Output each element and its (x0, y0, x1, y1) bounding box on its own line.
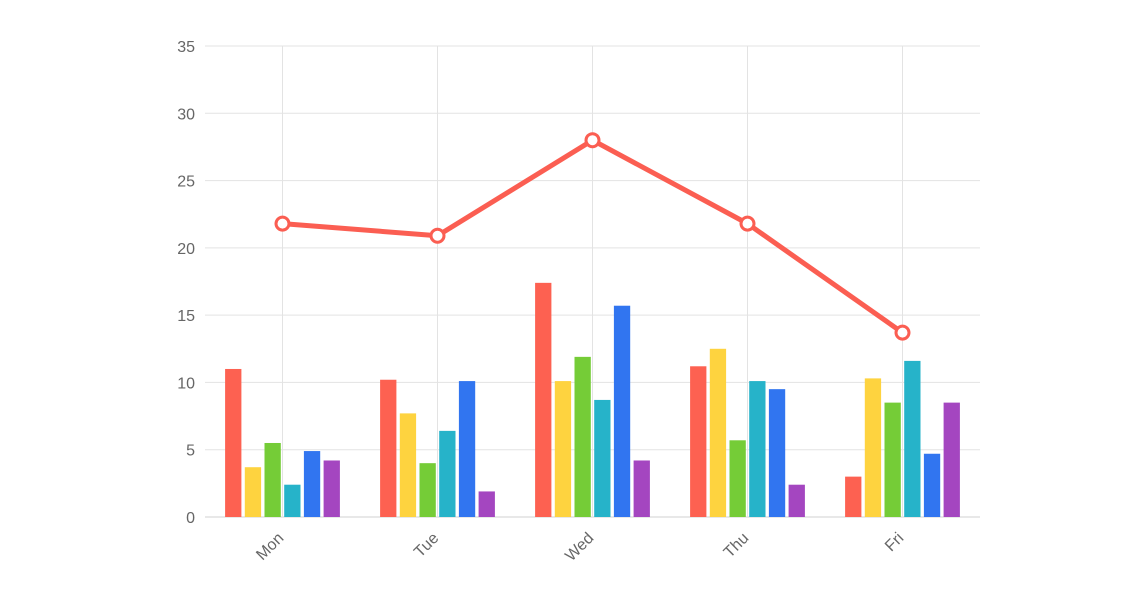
y-tick-label: 0 (186, 510, 195, 527)
bar (788, 484, 805, 517)
bar (439, 430, 456, 517)
y-tick-label: 25 (177, 174, 195, 191)
y-tick-label: 5 (186, 443, 195, 460)
line-point (584, 132, 601, 149)
line-point (429, 227, 446, 244)
y-tick-label: 20 (177, 241, 195, 258)
grid-lines (205, 45, 980, 518)
x-tick-label: Mon (253, 530, 287, 564)
bar (864, 378, 882, 517)
y-tick-label: 10 (177, 375, 195, 392)
bar (904, 360, 921, 517)
bar (535, 282, 552, 517)
bar (419, 463, 436, 517)
x-tick-label: Wed (562, 530, 597, 565)
y-axis-tick-labels: 0 5 10 15 20 25 30 35 (177, 39, 195, 527)
bar (303, 451, 321, 517)
y-tick-label: 15 (177, 308, 195, 325)
bar (845, 476, 862, 517)
x-tick-label: Thu (721, 530, 753, 562)
bar (749, 381, 766, 517)
bar (399, 413, 417, 517)
bar (729, 440, 746, 517)
y-tick-label: 30 (177, 106, 195, 123)
x-axis-tick-labels: Mon Tue Wed Thu Fri (253, 530, 907, 565)
bar (613, 305, 631, 517)
bar (884, 402, 901, 517)
bar (594, 399, 611, 517)
bar-series-group (225, 282, 960, 517)
line-series-group (274, 132, 911, 341)
bar (284, 484, 301, 517)
x-tick-label: Tue (411, 530, 442, 561)
bar (554, 381, 572, 517)
bar (323, 460, 340, 517)
bar (923, 453, 941, 517)
bar (458, 381, 476, 517)
bar (225, 368, 242, 517)
line-point (739, 215, 756, 232)
bar (574, 356, 591, 517)
line-point (894, 324, 911, 341)
line-point (274, 215, 291, 232)
bar (943, 402, 960, 517)
bar (768, 389, 786, 517)
bar (264, 442, 281, 517)
bar (380, 379, 397, 517)
bar (690, 366, 707, 517)
bar (244, 467, 262, 517)
bar (478, 491, 495, 517)
bar (633, 460, 650, 517)
bar (709, 348, 727, 517)
x-tick-label: Fri (882, 530, 907, 555)
y-tick-label: 35 (177, 39, 195, 56)
